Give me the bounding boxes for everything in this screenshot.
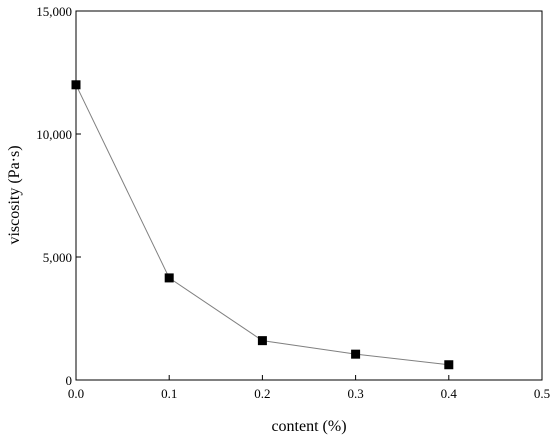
x-axis: 0.0 0.1 0.2 0.3 0.4 0.5 [68, 375, 550, 401]
y-tick-label: 0 [66, 373, 73, 388]
series-line [75, 84, 449, 366]
data-point [71, 80, 81, 90]
x-tick-label: 0.2 [254, 386, 270, 401]
data-point [351, 349, 361, 359]
data-point [257, 336, 267, 346]
plot-area-frame [75, 10, 543, 381]
data-point [444, 360, 454, 370]
x-axis-title: content (%) [271, 418, 346, 435]
y-axis-title: viscosity (Pa·s) [6, 145, 23, 244]
y-axis: 0 5,000 10,000 15,000 [36, 4, 81, 388]
y-tick-label: 15,000 [36, 4, 72, 19]
data-point [164, 273, 174, 283]
x-tick-label: 0.5 [534, 386, 550, 401]
x-tick-label: 0.3 [347, 386, 363, 401]
x-tick-label: 0.1 [161, 386, 177, 401]
x-tick-label: 0.4 [441, 386, 458, 401]
y-tick-label: 10,000 [36, 127, 72, 142]
x-tick-label: 0.0 [68, 386, 84, 401]
y-tick-label: 5,000 [43, 250, 72, 265]
data-markers [71, 80, 454, 370]
